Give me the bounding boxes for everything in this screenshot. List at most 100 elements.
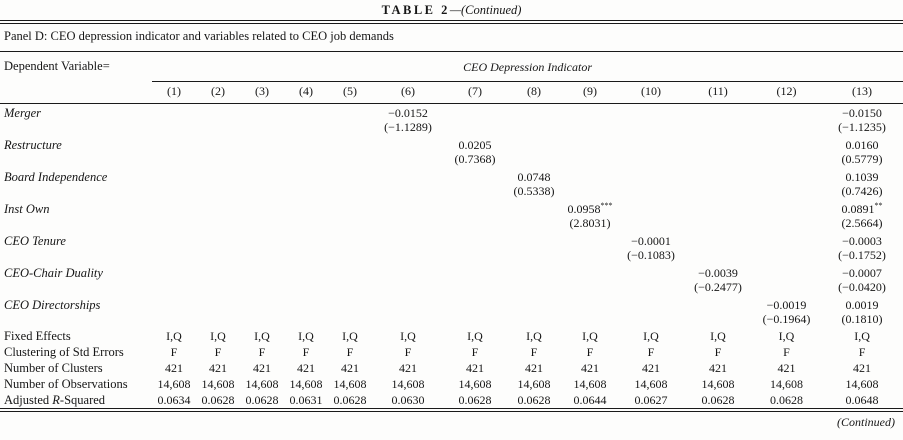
bottom-double-rule (0, 407, 903, 412)
column-number: (7) (444, 81, 506, 104)
coefficient-cell (372, 136, 444, 152)
tstat-cell (752, 216, 821, 232)
tstat-cell: (−1.1235) (838, 119, 886, 134)
coefficient-cell (240, 103, 284, 120)
tstat-cell (372, 248, 444, 264)
coefficient-cell (328, 103, 372, 120)
coefficient-cell (152, 296, 196, 312)
coefficient-cell (752, 103, 821, 120)
stat-cell: 421 (853, 360, 872, 375)
tstat-cell (506, 312, 562, 328)
tstat-cell (618, 184, 684, 200)
column-number: (12) (752, 81, 821, 104)
coefficient-cell (196, 103, 240, 120)
dependent-variable-label: Dependent Variable= (4, 59, 110, 73)
tstat-cell (562, 280, 618, 296)
tstat-cell (284, 184, 328, 200)
stat-cell: I,Q (467, 328, 483, 343)
dependent-variable-row: Dependent Variable= CEO Depression Indic… (0, 52, 903, 82)
coefficient-cell (618, 200, 684, 216)
tstat-cell (152, 152, 196, 168)
variable-label: Inst Own (4, 201, 50, 216)
coefficient-cell (618, 264, 684, 280)
variable-label-spacer (0, 216, 152, 232)
stat-cell: F (647, 344, 655, 359)
stat-cell: 14,608 (391, 376, 425, 391)
column-header-spacer (0, 81, 152, 104)
column-number: (10) (618, 81, 684, 104)
coefficient-cell: −0.0152 (388, 105, 428, 120)
column-number: (2) (196, 81, 240, 104)
stat-cell: 0.0634 (157, 392, 191, 407)
tstat-cell: (0.7426) (841, 183, 883, 198)
coefficient-cell: 0.0205 (458, 137, 492, 152)
stat-cell: 14,608 (157, 376, 191, 391)
stat-cell: F (214, 344, 222, 359)
coefficient-cell (284, 168, 328, 184)
coefficient-cell (618, 136, 684, 152)
coefficient-cell (444, 232, 506, 248)
stat-label: Number of Observations (4, 376, 128, 391)
stat-cell: 0.0628 (770, 392, 803, 407)
coefficient-cell: 0.0160 (845, 137, 879, 152)
coefficient-cell (196, 296, 240, 312)
tstat-cell (684, 216, 752, 232)
tstat-cell (372, 152, 444, 168)
stat-cell: 14,608 (701, 376, 735, 391)
coefficient-cell (444, 296, 506, 312)
coefficient-cell (328, 168, 372, 184)
tstat-cell (152, 216, 196, 232)
tstat-cell (562, 120, 618, 136)
tstat-cell (562, 312, 618, 328)
coefficient-cell (152, 200, 196, 216)
variable-label-spacer (0, 312, 152, 328)
stat-label: Number of Clusters (4, 360, 103, 375)
tstat-cell (196, 312, 240, 328)
stat-cell: I,Q (710, 328, 726, 343)
coefficient-cell (240, 264, 284, 280)
column-number: (3) (240, 81, 284, 104)
tstat-cell: (2.5664) (841, 215, 883, 230)
variable-label: CEO Directorships (4, 297, 101, 312)
coefficient-cell (284, 296, 328, 312)
coefficient-cell (152, 168, 196, 184)
coefficient-cell (562, 136, 618, 152)
coefficient-cell (240, 136, 284, 152)
coefficient-cell (284, 200, 328, 216)
stat-label: Clustering of Std Errors (4, 344, 124, 359)
stat-cell: F (404, 344, 412, 359)
coefficient-cell: −0.0003 (842, 233, 882, 248)
tstat-cell: (0.5338) (513, 183, 555, 198)
stat-cell: 14,608 (201, 376, 235, 391)
stat-cell: 0.0628 (701, 392, 735, 407)
coefficient-cell (506, 296, 562, 312)
stat-cell: 421 (253, 360, 271, 375)
tstat-cell: (−0.2477) (694, 279, 742, 294)
tstat-cell (506, 120, 562, 136)
tstat-cell (372, 312, 444, 328)
tstat-cell (372, 280, 444, 296)
stat-cell: 421 (581, 360, 599, 375)
coefficient-cell (684, 200, 752, 216)
coefficient-cell (372, 200, 444, 216)
variable-label: Merger (4, 105, 42, 120)
coefficient-cell: 0.1039 (845, 169, 879, 184)
stat-cell: F (302, 344, 310, 359)
coefficient-cell (506, 232, 562, 248)
variable-label-spacer (0, 280, 152, 296)
tstat-cell (684, 312, 752, 328)
tstat-cell (444, 216, 506, 232)
variable-label-spacer (0, 120, 152, 136)
tstat-cell (284, 280, 328, 296)
coefficient-cell (284, 264, 328, 280)
column-number: (6) (372, 81, 444, 104)
coefficient-cell (196, 136, 240, 152)
stat-cell: I,Q (778, 328, 795, 343)
tstat-cell (752, 120, 821, 136)
variable-coef-row: Restructure 0.0205 0.0160 (0, 136, 903, 152)
stat-cell: 14,608 (573, 376, 607, 391)
coefficient-cell (240, 168, 284, 184)
tstat-cell (152, 248, 196, 264)
panel-rule (0, 51, 903, 52)
variable-label: Board Independence (4, 169, 108, 184)
